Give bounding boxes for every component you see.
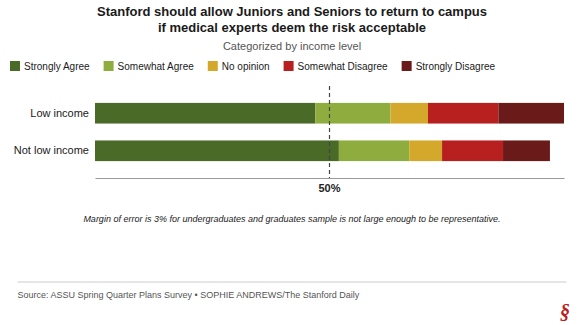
separator: [18, 282, 567, 283]
bar: [315, 103, 390, 124]
plot: Low income Not low income 50%: [14, 86, 565, 194]
legend-item: Somewhat Agree: [104, 61, 195, 72]
bar: [390, 103, 428, 124]
subtitle: Categorized by income level: [223, 40, 361, 52]
legend-item: Strongly Agree: [10, 61, 90, 72]
reference-label: 50%: [318, 182, 340, 194]
x-axis: [96, 178, 565, 179]
reference-line: [329, 86, 330, 178]
legend-item: Somewhat Disagree: [284, 61, 388, 72]
bar: [498, 103, 564, 124]
legend-item: Strongly Disagree: [402, 61, 496, 72]
legend-swatch: [208, 61, 218, 71]
legend-label: Strongly Disagree: [416, 61, 496, 72]
bar: [409, 140, 442, 161]
title: Stanford should allow Juniors and Senior…: [97, 4, 487, 35]
y-tick: Low income: [30, 107, 89, 119]
bar: [503, 140, 550, 161]
legend-label: Somewhat Disagree: [298, 61, 388, 72]
legend-label: Strongly Agree: [24, 61, 90, 72]
bar: [428, 103, 498, 124]
legend-label: Somewhat Agree: [118, 61, 195, 72]
chart: Stanford should allow Juniors and Senior…: [0, 0, 584, 325]
source: Source: ASSU Spring Quarter Plans Survey…: [18, 290, 360, 300]
y-tick: Not low income: [14, 144, 89, 156]
legend-swatch: [284, 61, 294, 71]
legend-item: No opinion: [208, 61, 270, 72]
bar: [95, 103, 315, 124]
y-axis: Low income Not low income: [14, 107, 89, 157]
legend-swatch: [402, 61, 412, 71]
title-line: if medical experts deem the risk accepta…: [158, 20, 426, 35]
bar: [95, 140, 339, 161]
legend-swatch: [10, 61, 20, 71]
footnote: Margin of error is 3% for undergraduates…: [83, 214, 500, 224]
title-line: Stanford should allow Juniors and Senior…: [97, 4, 487, 19]
bar: [339, 140, 409, 161]
y-tick-label: Not low income: [14, 144, 89, 156]
legend-swatch: [104, 61, 114, 71]
logo: §: [560, 301, 570, 323]
x-axis-line: [96, 178, 565, 179]
y-tick-label: Low income: [30, 107, 89, 119]
bar: [442, 140, 503, 161]
legend-label: No opinion: [222, 61, 270, 72]
legend: Strongly Agree Somewhat Agree No opinion So…: [10, 61, 496, 72]
